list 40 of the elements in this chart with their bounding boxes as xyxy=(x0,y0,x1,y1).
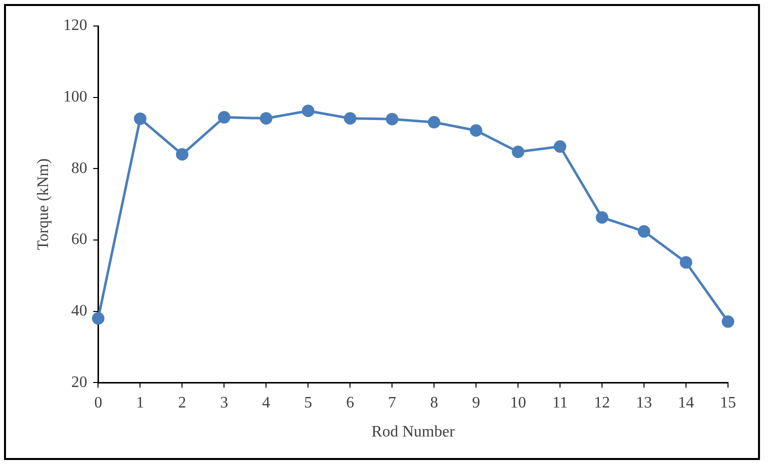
y-tick-label: 100 xyxy=(63,88,88,106)
point xyxy=(638,225,650,238)
point xyxy=(92,312,104,325)
point xyxy=(470,124,482,137)
y-tick-label: 20 xyxy=(71,374,88,391)
y-axis-title: Torque (kNm) xyxy=(34,158,52,250)
point xyxy=(428,116,440,129)
x-tick-label: 0 xyxy=(94,394,102,412)
point xyxy=(596,211,608,224)
x-tick-label: 3 xyxy=(220,394,228,412)
x-tick-label: 6 xyxy=(346,394,354,412)
point xyxy=(134,112,146,125)
x-tick-label: 10 xyxy=(510,394,526,412)
point xyxy=(386,112,398,126)
x-tick-label: 5 xyxy=(304,394,312,412)
x-tick-label: 7 xyxy=(388,394,396,412)
x-tick-label: 4 xyxy=(262,394,270,412)
point xyxy=(302,104,314,118)
x-tick-label: 8 xyxy=(430,394,438,412)
point xyxy=(218,111,230,124)
point xyxy=(512,146,524,158)
y-tick-label: 120 xyxy=(63,17,88,34)
y-tick-label: 80 xyxy=(71,160,88,177)
x-tick-label: 14 xyxy=(678,394,694,412)
x-tick-label: 1 xyxy=(136,394,144,412)
x-tick-label: 13 xyxy=(636,394,652,412)
x-tick-label: 15 xyxy=(720,394,736,412)
x-tick-label: 11 xyxy=(552,394,568,412)
x-tick-label: 2 xyxy=(178,394,186,412)
point xyxy=(554,140,566,153)
point xyxy=(176,148,188,161)
y-tick-label: 40 xyxy=(71,302,88,320)
point xyxy=(680,256,692,269)
point xyxy=(260,112,272,125)
point xyxy=(344,112,356,125)
x-axis-title: Rod Number xyxy=(372,424,456,441)
point xyxy=(722,315,734,328)
y-tick-label: 60 xyxy=(71,231,88,248)
x-tick-label: 12 xyxy=(594,394,610,412)
x-tick-label: 9 xyxy=(472,394,480,412)
